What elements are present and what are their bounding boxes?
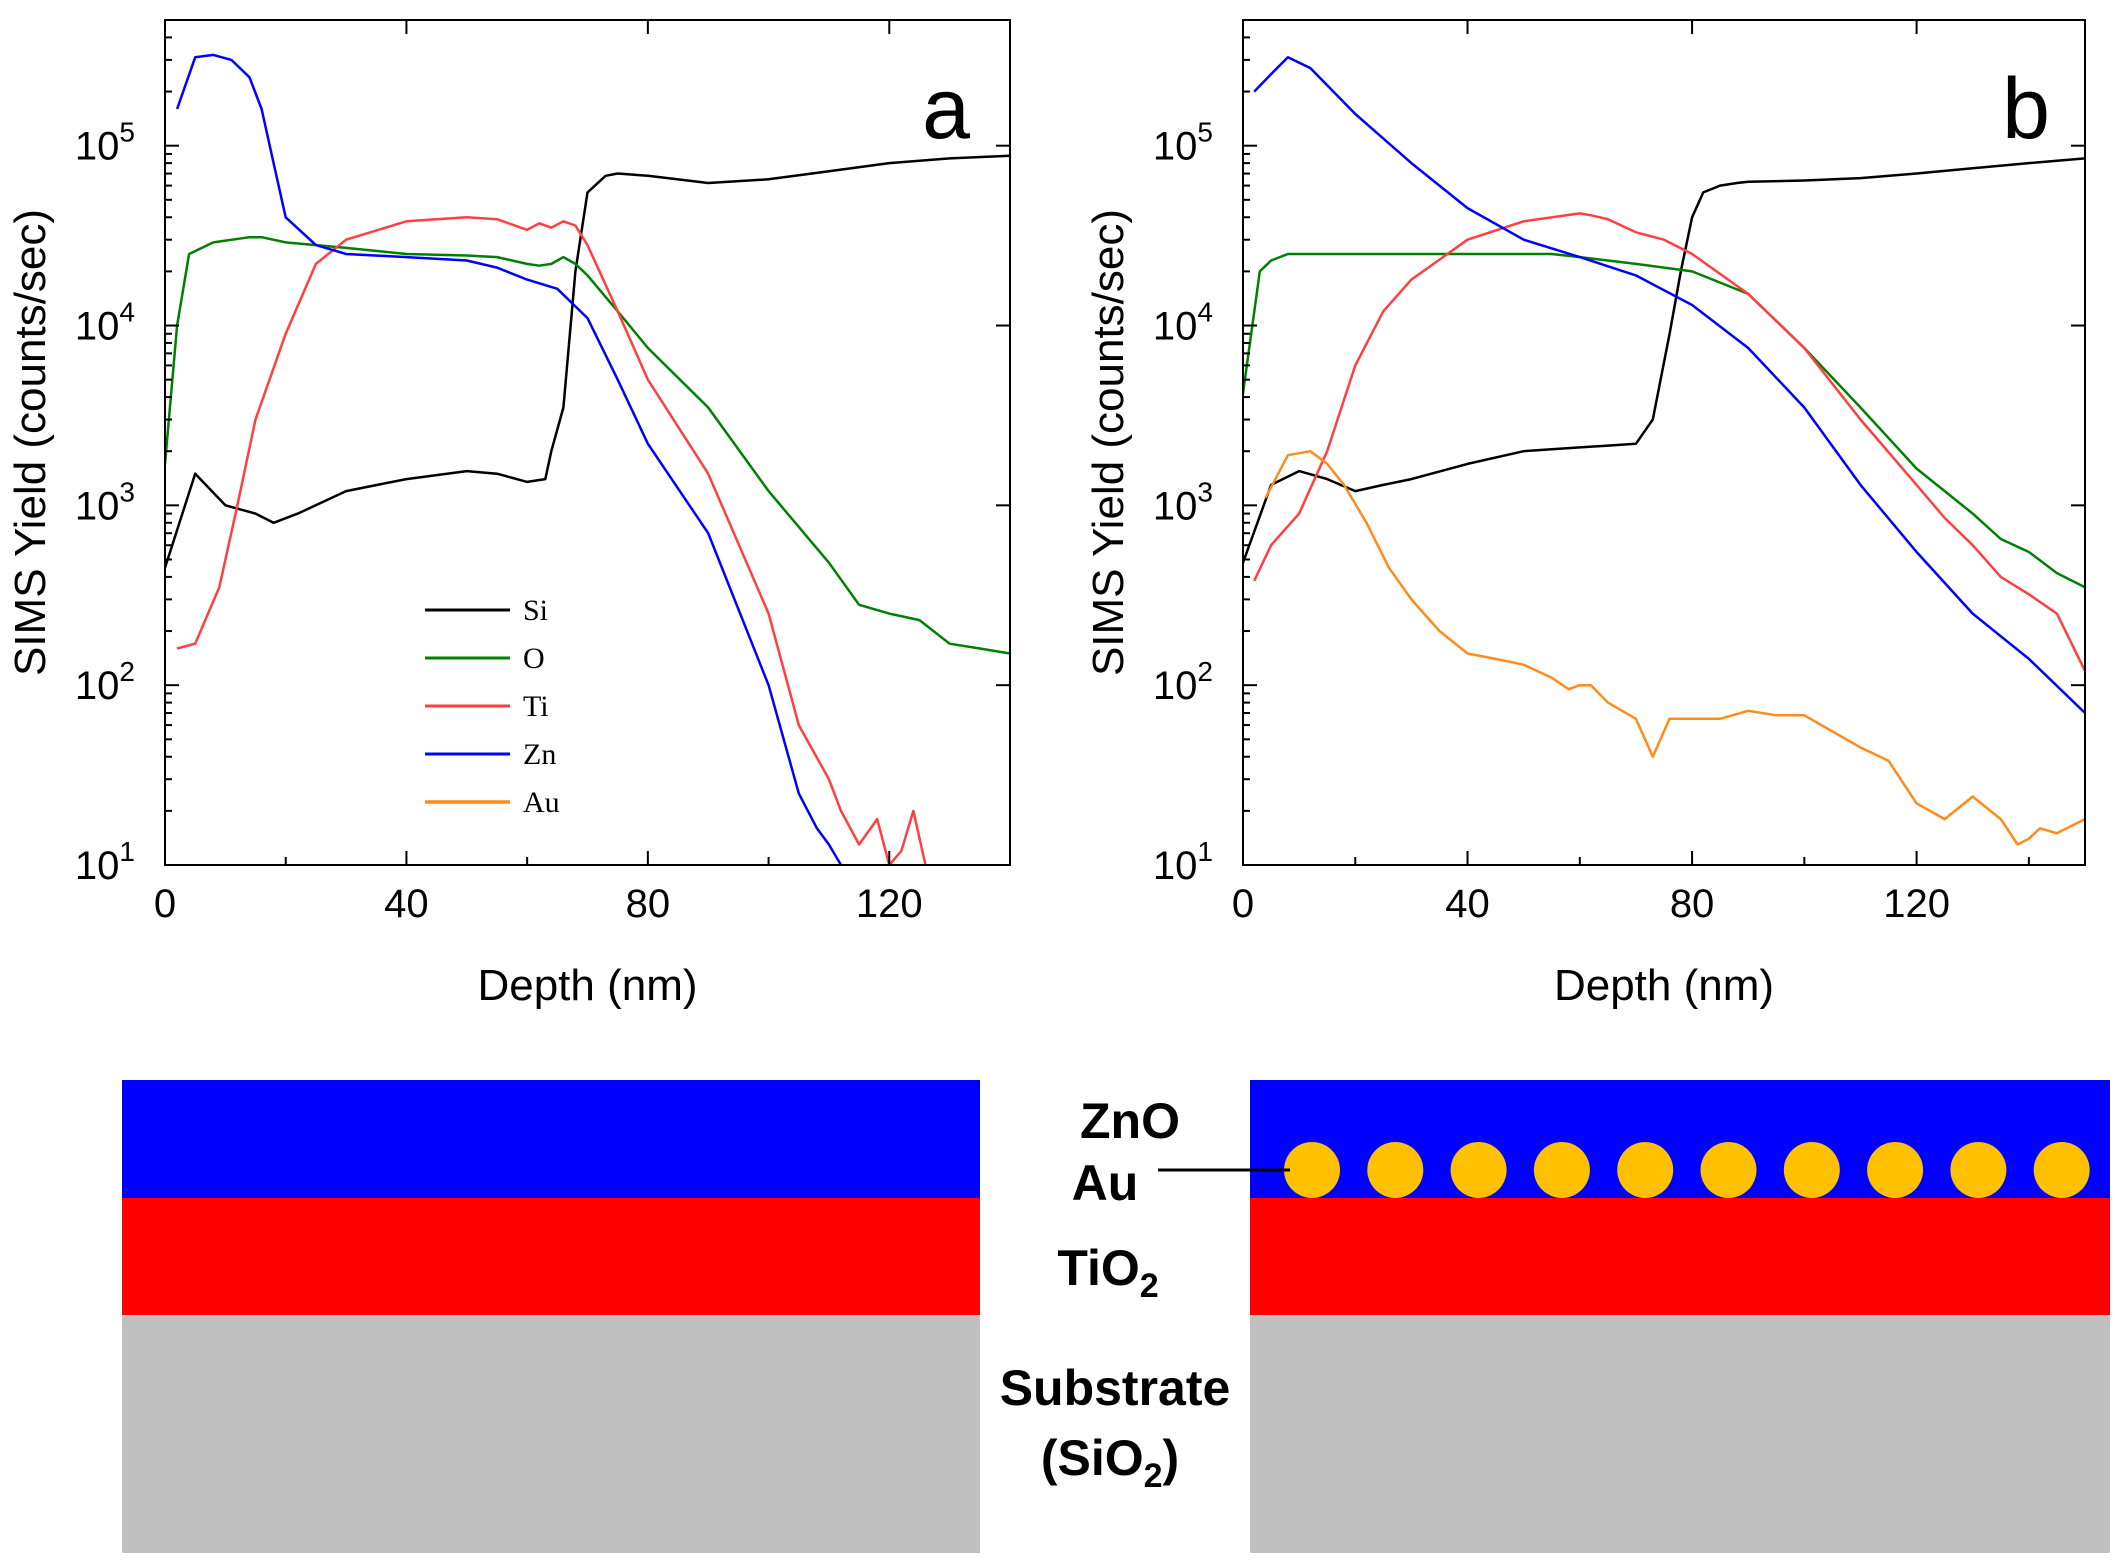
label-zno: ZnO xyxy=(1080,1093,1180,1149)
plot-frame xyxy=(1242,19,2086,866)
au-particle xyxy=(2033,1142,2090,1198)
au-particle xyxy=(1700,1142,1757,1198)
series-ti-line xyxy=(1253,212,2085,672)
label-substrate-open: (SiO xyxy=(1041,1430,1144,1486)
tio2-layer-right xyxy=(1250,1198,2110,1315)
x-tick-label: 80 xyxy=(626,882,671,926)
tio2-layer-left xyxy=(122,1198,980,1315)
y-tick-label: 103 xyxy=(1153,476,1213,528)
x-tick-label: 120 xyxy=(1883,882,1950,926)
legend-label-au: Au xyxy=(523,786,560,819)
au-particle xyxy=(1867,1142,1924,1198)
series-o-line xyxy=(1243,252,2085,589)
x-tick-label: 80 xyxy=(1670,882,1715,926)
layer-schematic: ZnO Au TiO2 Substrate (SiO2) xyxy=(122,1080,2110,1553)
x-tick-label: 40 xyxy=(1445,882,1490,926)
y-axis-label: SIMS Yield (counts/sec) xyxy=(1084,209,1133,676)
legend: Si O Ti Zn Au xyxy=(425,594,560,819)
au-particle xyxy=(1367,1142,1424,1198)
series-si-line xyxy=(165,154,1010,569)
substrate-layer-right xyxy=(1250,1315,2110,1553)
series-ti-line xyxy=(176,216,927,865)
legend-label-zn: Zn xyxy=(523,738,556,771)
y-tick-label: 101 xyxy=(75,836,135,888)
panel-label: b xyxy=(2002,61,2050,157)
series-si-line xyxy=(1243,157,2085,564)
label-tio2: TiO2 xyxy=(1057,1240,1158,1305)
y-tick-label: 102 xyxy=(75,656,135,708)
legend-label-ti: Ti xyxy=(523,690,549,723)
plot-frame xyxy=(164,19,1011,866)
series-group xyxy=(1243,56,2085,846)
y-tick-label: 105 xyxy=(1153,117,1213,169)
x-tick-label: 120 xyxy=(856,882,923,926)
x-axis-label: Depth (nm) xyxy=(477,961,697,1010)
y-axis-label: SIMS Yield (counts/sec) xyxy=(6,209,55,676)
x-axis-label: Depth (nm) xyxy=(1554,961,1774,1010)
panel-b-chart: 0 40 80 120 101 102 103 104 105 Depth (nm) SIMS Yi… xyxy=(1084,19,2086,1010)
zno-layer-left xyxy=(122,1080,980,1198)
label-substrate-close: ) xyxy=(1163,1430,1180,1486)
series-group xyxy=(165,53,1010,865)
label-au: Au xyxy=(1072,1155,1139,1211)
x-tick-label: 0 xyxy=(1232,882,1254,926)
label-substrate: Substrate xyxy=(1000,1360,1231,1416)
label-tio2-sub: 2 xyxy=(1140,1267,1159,1305)
label-substrate-sub: 2 xyxy=(1144,1457,1163,1495)
panel-a-chart: 0 40 80 120 101 102 103 104 105 Depth (nm) SIMS Yi… xyxy=(6,19,1011,1010)
y-tick-label: 104 xyxy=(1153,297,1213,349)
panel-label: a xyxy=(922,61,970,157)
x-tick-label: 0 xyxy=(154,882,176,926)
series-au-line xyxy=(1264,449,2085,846)
label-substrate-material: (SiO2) xyxy=(1041,1430,1179,1495)
substrate-layer-left xyxy=(122,1315,980,1553)
au-particle xyxy=(1617,1142,1674,1198)
x-tick-label: 40 xyxy=(384,882,429,926)
y-tick-label: 101 xyxy=(1153,836,1213,888)
y-tick-label: 102 xyxy=(1153,656,1213,708)
au-particle xyxy=(1950,1142,2007,1198)
y-tick-label: 105 xyxy=(75,117,135,169)
au-particle xyxy=(1450,1142,1507,1198)
au-particle xyxy=(1533,1142,1590,1198)
au-particle xyxy=(1783,1142,1840,1198)
au-particles xyxy=(1284,1142,2090,1198)
legend-label-o: O xyxy=(523,642,545,675)
series-o-line xyxy=(165,235,1010,655)
label-tio2-main: TiO xyxy=(1057,1240,1139,1296)
series-zn-line xyxy=(1253,56,2085,714)
series-zn-line xyxy=(175,53,843,865)
legend-label-si: Si xyxy=(523,594,548,627)
y-tick-label: 104 xyxy=(75,297,135,349)
au-particle xyxy=(1284,1142,1340,1198)
y-tick-label: 103 xyxy=(75,476,135,528)
